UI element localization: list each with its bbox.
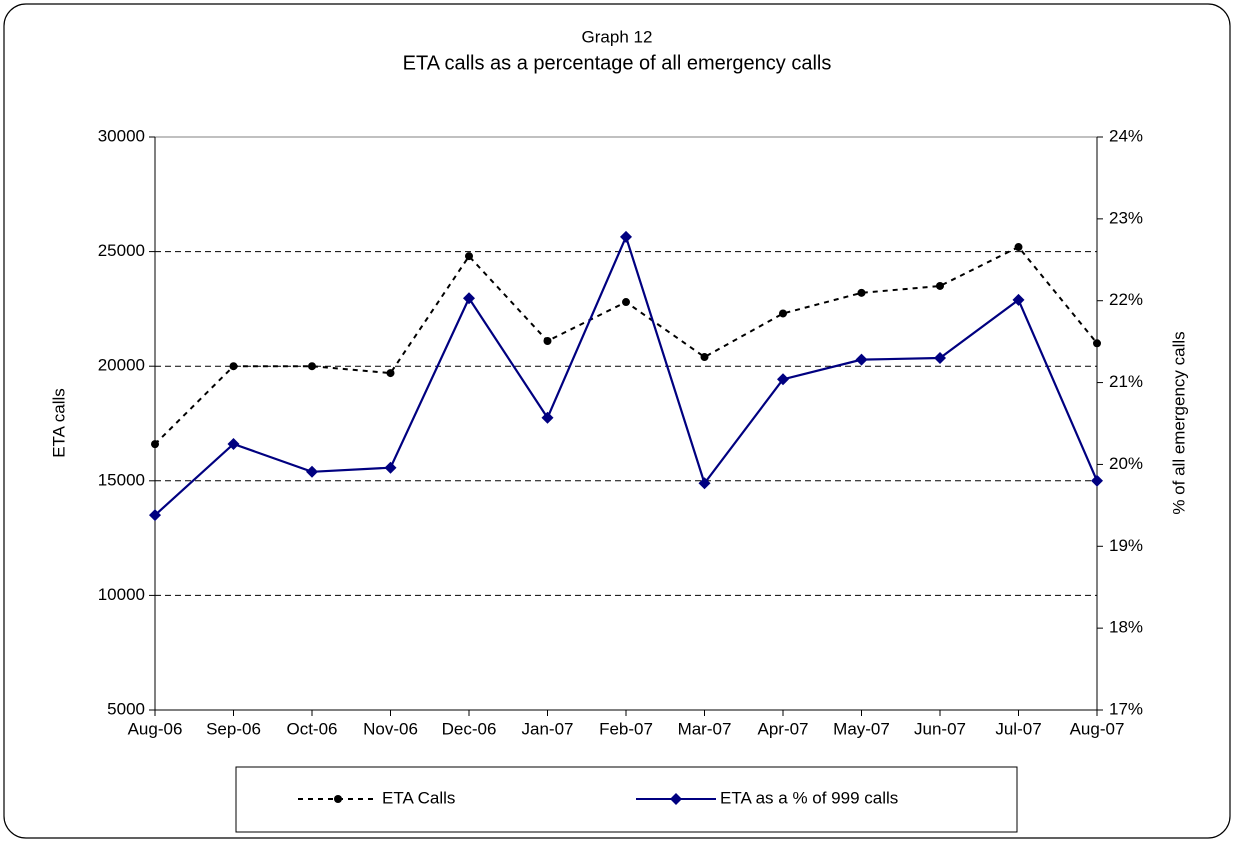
x-tick-label: Jan-07 bbox=[522, 719, 574, 738]
y-tick-label: 10000 bbox=[98, 585, 145, 604]
y2-tick-label: 24% bbox=[1109, 126, 1143, 145]
data-point bbox=[622, 298, 630, 307]
y2-tick-label: 18% bbox=[1109, 618, 1143, 637]
data-point bbox=[386, 369, 395, 378]
data-point bbox=[620, 230, 632, 243]
data-point bbox=[698, 477, 711, 490]
x-tick-label: Dec-06 bbox=[442, 719, 497, 738]
data-point bbox=[308, 362, 316, 371]
x-tick-label: Aug-07 bbox=[1070, 719, 1125, 738]
legend-marker bbox=[670, 793, 682, 805]
data-point bbox=[934, 352, 946, 365]
y-tick-label: 20000 bbox=[98, 356, 145, 375]
data-point bbox=[936, 281, 944, 290]
data-point bbox=[541, 411, 554, 424]
x-tick-label: Sep-06 bbox=[206, 719, 261, 738]
data-point bbox=[855, 353, 868, 366]
data-point bbox=[227, 437, 240, 450]
x-tick-label: Mar-07 bbox=[678, 719, 732, 738]
y-axis-title: ETA calls bbox=[49, 388, 68, 458]
legend-box bbox=[235, 766, 1018, 833]
data-point bbox=[463, 292, 475, 305]
x-tick-label: Jul-07 bbox=[995, 719, 1041, 738]
data-point bbox=[465, 252, 473, 261]
chart-frame bbox=[3, 3, 1231, 839]
y2-axis-title: % of all emergency calls bbox=[1169, 331, 1188, 514]
x-tick-label: Feb-07 bbox=[599, 719, 653, 738]
y-tick-label: 15000 bbox=[98, 470, 145, 489]
y-tick-label: 30000 bbox=[98, 126, 145, 145]
y-tick-label: 25000 bbox=[98, 241, 145, 260]
data-point bbox=[543, 336, 552, 345]
data-point bbox=[1012, 293, 1025, 306]
x-tick-label: Jun-07 bbox=[914, 719, 966, 738]
legend-label: ETA Calls bbox=[382, 788, 455, 807]
x-tick-label: Oct-06 bbox=[286, 719, 337, 738]
data-point bbox=[857, 288, 866, 297]
chart-title: Graph 12 bbox=[582, 27, 653, 46]
data-point bbox=[779, 309, 787, 318]
y2-tick-label: 23% bbox=[1109, 208, 1143, 227]
data-point bbox=[777, 373, 789, 386]
data-point bbox=[229, 362, 238, 371]
data-point bbox=[700, 353, 709, 362]
y2-tick-label: 22% bbox=[1109, 290, 1143, 309]
x-tick-label: Nov-06 bbox=[363, 719, 418, 738]
data-point bbox=[1093, 339, 1101, 348]
y-tick-label: 5000 bbox=[107, 699, 145, 718]
data-point bbox=[151, 440, 159, 449]
x-tick-label: May-07 bbox=[833, 719, 890, 738]
data-point bbox=[306, 465, 318, 478]
legend-label: ETA as a % of 999 calls bbox=[720, 788, 898, 807]
x-tick-label: Apr-07 bbox=[757, 719, 808, 738]
x-tick-label: Aug-06 bbox=[128, 719, 183, 738]
y2-tick-label: 20% bbox=[1109, 454, 1143, 473]
legend-marker bbox=[334, 795, 342, 803]
y2-tick-label: 21% bbox=[1109, 372, 1143, 391]
chart-subtitle: ETA calls as a percentage of all emergen… bbox=[403, 52, 832, 74]
y2-tick-label: 19% bbox=[1109, 536, 1143, 555]
data-point bbox=[1091, 474, 1103, 487]
data-point bbox=[1014, 243, 1023, 252]
data-point bbox=[384, 461, 397, 474]
data-point bbox=[149, 509, 161, 522]
y2-tick-label: 17% bbox=[1109, 699, 1143, 718]
